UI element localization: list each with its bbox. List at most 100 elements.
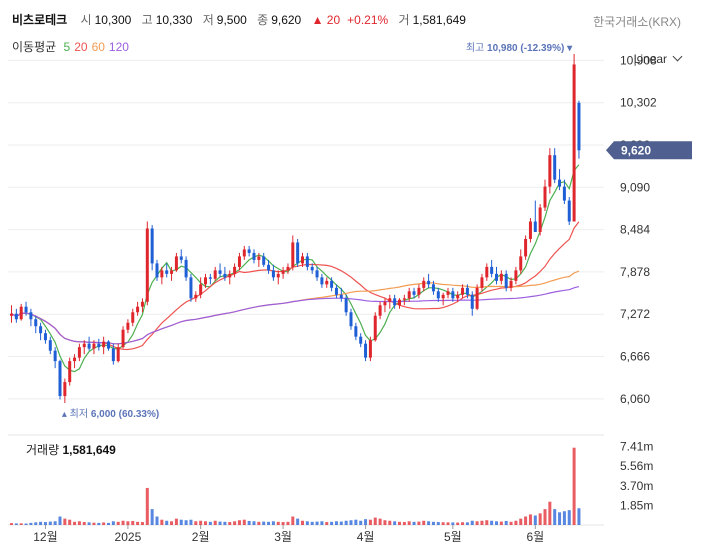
low-annotation-label: ▴ 최저 — [62, 408, 91, 420]
volume-bar — [422, 520, 426, 525]
low-value: 9,500 — [216, 13, 247, 27]
low-label: 저 — [202, 13, 214, 27]
candle-body — [451, 291, 455, 299]
volume-bar — [199, 520, 203, 525]
volume-bar — [291, 516, 295, 525]
high-value: 10,330 — [155, 13, 193, 27]
volume-bar — [402, 522, 406, 525]
volume-bar — [562, 511, 566, 525]
volume-bar — [140, 522, 144, 525]
candle-body — [364, 343, 368, 358]
candle-body — [514, 270, 518, 281]
volume-axis-ticks: 7.41m 5.56m 3.70m 1.85m — [620, 440, 653, 513]
candle-body — [136, 306, 140, 313]
volume-bar — [77, 521, 81, 525]
candle-body — [431, 284, 435, 292]
candle-body — [422, 280, 426, 288]
volume-bar — [247, 520, 251, 525]
volume-bar — [126, 521, 130, 525]
volume-bar — [218, 521, 222, 525]
volume-bar — [436, 522, 440, 525]
candle-body — [73, 357, 77, 362]
candle-body — [325, 280, 329, 285]
scale-dropdown[interactable]: Linear — [634, 51, 683, 66]
volume-bar — [528, 514, 532, 525]
candle-body — [388, 298, 392, 302]
x-axis-ticks: 12월 2025 2월 3월 4월 5월 6월 — [33, 525, 544, 544]
moving-average-legend[interactable]: 이동평균 5 20 60 120 — [12, 38, 133, 55]
volume-bar — [19, 523, 23, 525]
volume-bar — [189, 519, 193, 525]
candle-body — [330, 280, 334, 288]
volume-bar — [102, 522, 106, 525]
volume-bar — [354, 519, 358, 525]
open-label: 시 — [80, 13, 92, 27]
candle-body — [48, 340, 52, 351]
candle-body — [538, 207, 542, 232]
candle-body — [456, 294, 460, 299]
y-tick-label: 6,666 — [620, 350, 650, 364]
volume-tick-label: 5.56m — [620, 459, 653, 473]
ma-60: 60 — [91, 40, 105, 54]
volume-bar — [456, 522, 460, 525]
volume-bar — [39, 521, 43, 525]
volume-tick-label: 3.70m — [620, 479, 653, 493]
close-label: 종 — [257, 13, 269, 27]
candle-body — [485, 266, 489, 278]
high-annotation-value: 10,980 (-12.39%) ▾ — [487, 43, 573, 54]
candle-body — [373, 315, 377, 341]
x-tick-label: 6월 — [526, 530, 544, 544]
volume-bar — [514, 520, 518, 525]
candle-body — [68, 361, 72, 383]
moving-average-lines — [11, 164, 580, 373]
volume-bar — [136, 521, 140, 525]
x-tick-label: 2025 — [115, 530, 142, 544]
candle-body — [354, 326, 358, 337]
volume-bar — [378, 518, 382, 525]
candle-body — [359, 336, 363, 344]
candle-body — [310, 266, 314, 271]
candle-body — [446, 291, 450, 295]
candle-body — [339, 294, 343, 299]
annotations: 최고 10,980 (-12.39%) ▾ ▴ 최저 6,000 (60.33%) — [62, 42, 573, 420]
candle-body — [286, 266, 290, 271]
volume-bar — [10, 523, 13, 525]
volume-bar — [155, 516, 159, 525]
candle-body — [320, 277, 324, 285]
grid-lines — [8, 59, 604, 400]
volume-bar — [359, 520, 363, 525]
volume-bar — [97, 522, 101, 525]
y-axis-ticks: 10,90810,3029,6969,0908,4847,8787,2726,6… — [620, 53, 657, 405]
volume-bar — [417, 521, 421, 525]
candle-body — [228, 273, 232, 278]
candle-body — [24, 306, 28, 313]
x-tick-label: 2월 — [192, 530, 210, 544]
candle-body — [349, 312, 353, 327]
volume-bar — [553, 509, 557, 525]
volume-bar — [310, 521, 314, 525]
candle-body — [155, 263, 159, 278]
volume-bar — [184, 520, 188, 525]
volume-bar — [364, 519, 368, 525]
volume-bar — [533, 515, 537, 525]
volume-bar — [504, 520, 508, 525]
volume-bar — [499, 521, 503, 525]
candle-body — [281, 270, 285, 274]
volume-panel-label: 거래량 1,581,649 — [26, 441, 116, 458]
quote-header: 비츠로테크 시 10,300 고 10,330 저 9,500 종 9,620 ▲ 20… — [12, 11, 473, 28]
candle-body — [160, 270, 164, 278]
candle-body — [412, 291, 416, 295]
volume-bar — [87, 522, 91, 525]
volume-bar — [572, 447, 576, 525]
volume-bar — [92, 522, 96, 525]
volume-bar — [73, 521, 77, 525]
volume-bar — [349, 520, 353, 525]
volume-tick-label: 1.85m — [620, 498, 653, 512]
candle-body — [14, 313, 18, 320]
candle-body — [548, 155, 552, 187]
volume-bar — [170, 521, 174, 525]
volume-bar — [330, 521, 334, 525]
candle-body — [558, 179, 562, 187]
volume-bar — [53, 521, 57, 525]
